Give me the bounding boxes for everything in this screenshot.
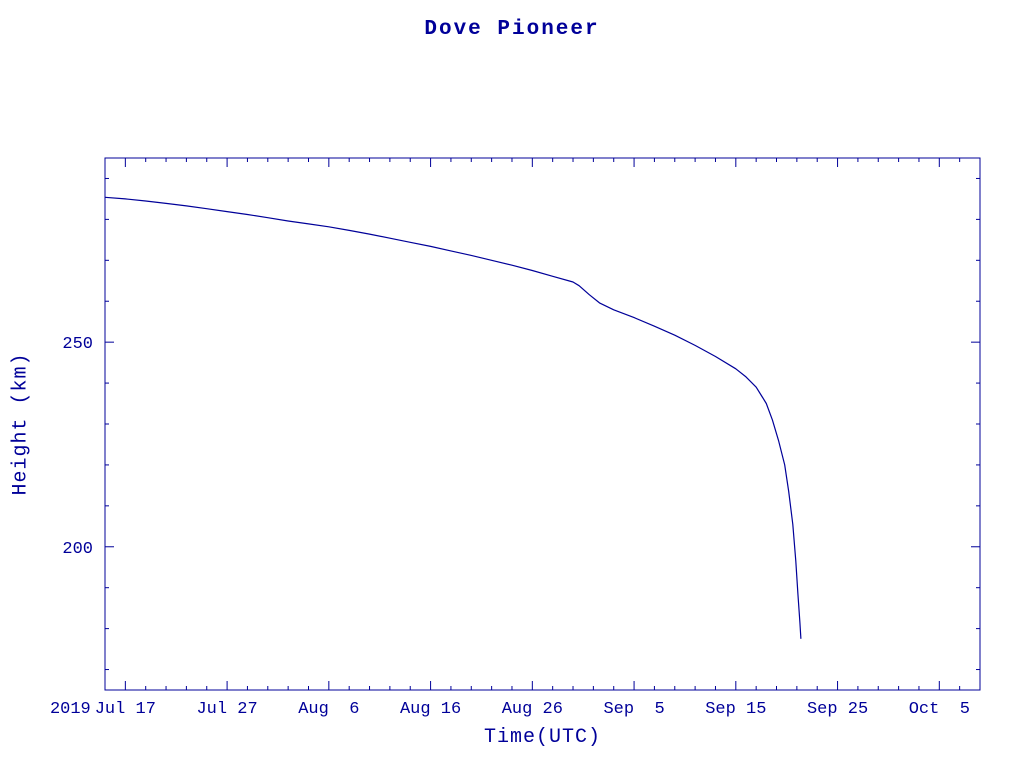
y-tick-label: 200 <box>62 540 93 559</box>
x-tick-label: Jul 17 <box>95 700 156 719</box>
axis-ticks <box>104 158 981 690</box>
x-tick-label: Aug 26 <box>502 700 563 719</box>
x-tick-label: Jul 27 <box>196 700 257 719</box>
x-tick-label: Sep 25 <box>807 700 868 719</box>
x-tick-label: Aug 6 <box>298 700 359 719</box>
x-axis-label: Time(UTC) <box>483 726 602 749</box>
x-tick-label: Sep 5 <box>603 700 664 719</box>
x-axis-year-label: 2019 <box>50 700 91 719</box>
x-tick-label: Aug 16 <box>400 700 461 719</box>
y-tick-label: 250 <box>62 335 93 354</box>
x-tick-label: Oct 5 <box>909 700 970 719</box>
decay-line <box>104 196 802 639</box>
plot-frame <box>104 157 981 691</box>
y-axis-label: Height (km) <box>9 352 33 496</box>
chart-title: Dove Pioneer <box>424 18 600 41</box>
x-tick-label: Sep 15 <box>705 700 766 719</box>
tick-labels: Jul 17 Jul 27 Aug 6 Aug 16 Aug 26 Sep 5 Sep 15… <box>50 335 970 719</box>
